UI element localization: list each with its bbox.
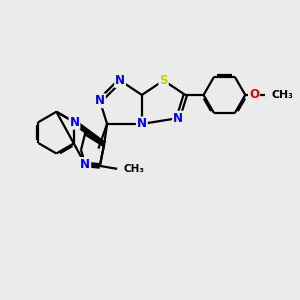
Text: N: N xyxy=(69,116,80,129)
Text: N: N xyxy=(173,112,183,124)
Text: N: N xyxy=(95,94,105,107)
Text: O: O xyxy=(249,88,259,101)
Text: S: S xyxy=(159,74,168,87)
Text: N: N xyxy=(137,117,147,130)
Text: N: N xyxy=(80,158,90,171)
Text: CH₃: CH₃ xyxy=(272,90,294,100)
Text: N: N xyxy=(115,74,125,87)
Text: CH₃: CH₃ xyxy=(123,164,144,174)
